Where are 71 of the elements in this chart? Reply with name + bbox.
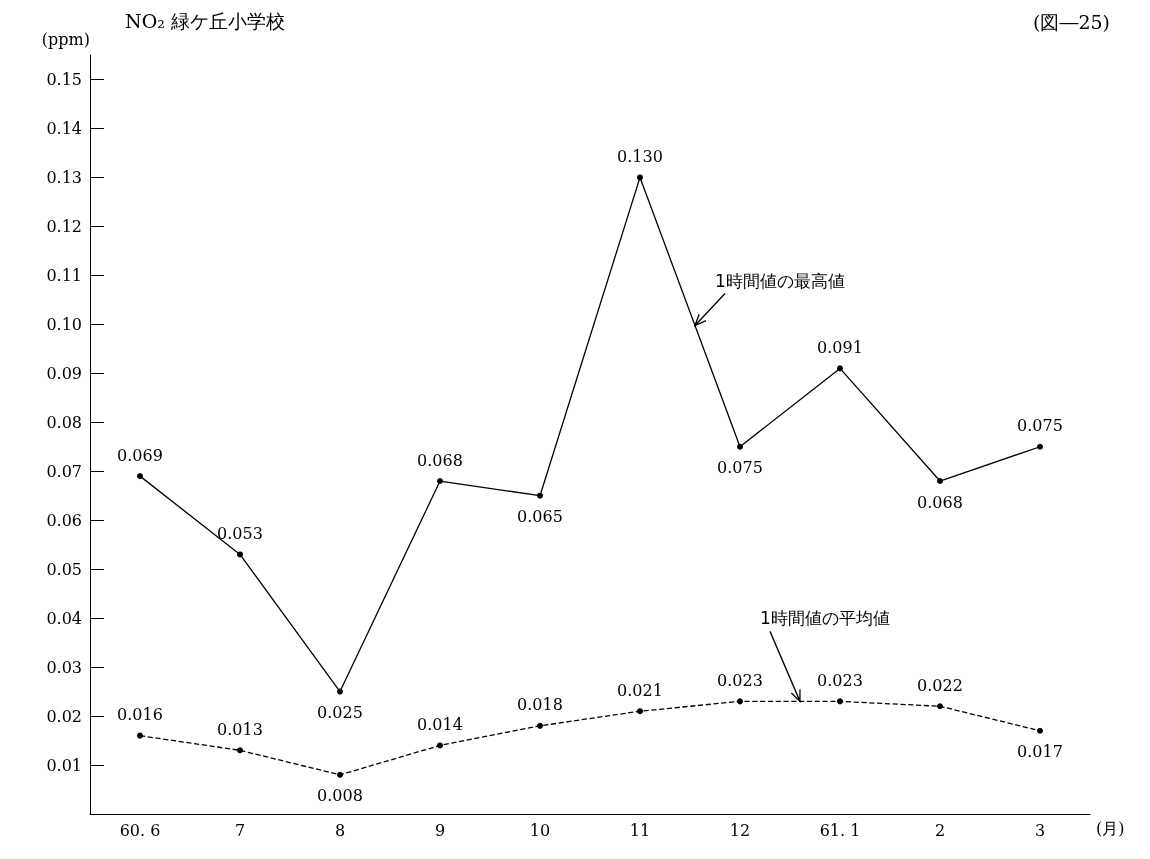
y-tick-label: 0.06 bbox=[46, 510, 82, 530]
y-tick-label: 0.15 bbox=[46, 69, 82, 89]
data-label: 0.075 bbox=[717, 458, 763, 478]
data-label: 0.017 bbox=[1017, 742, 1063, 762]
point bbox=[337, 771, 343, 778]
y-tick-label: 0.11 bbox=[46, 265, 82, 285]
series-label: 1時間値の最高値 bbox=[715, 269, 845, 293]
data-label: 0.068 bbox=[417, 450, 463, 470]
y-axis-title: (ppm) bbox=[41, 29, 90, 49]
point bbox=[937, 703, 943, 710]
point bbox=[137, 473, 143, 480]
y-tick-label: 0.09 bbox=[46, 363, 82, 383]
x-tick-label: 9 bbox=[434, 820, 446, 840]
point bbox=[937, 478, 943, 485]
point bbox=[537, 492, 543, 499]
x-tick-label: 11 bbox=[629, 820, 651, 840]
x-axis-title: (月) bbox=[1096, 818, 1125, 838]
point bbox=[237, 747, 243, 754]
point bbox=[537, 722, 543, 729]
x-tick-label: 61. 1 bbox=[819, 820, 861, 840]
point bbox=[437, 742, 443, 749]
data-label: 0.053 bbox=[217, 523, 263, 543]
x-tick-label: 10 bbox=[529, 820, 551, 840]
point bbox=[837, 365, 843, 372]
data-label: 0.130 bbox=[617, 146, 663, 166]
x-tick-label: 8 bbox=[334, 820, 346, 840]
data-label: 0.013 bbox=[217, 719, 263, 739]
y-tick-label: 0.05 bbox=[46, 559, 82, 579]
y-tick-label: 0.03 bbox=[46, 657, 82, 677]
data-label: 0.075 bbox=[1017, 416, 1063, 436]
data-label: 0.014 bbox=[417, 714, 463, 734]
y-tick-label: 0.13 bbox=[46, 167, 82, 187]
point bbox=[1037, 443, 1043, 450]
data-label: 0.016 bbox=[117, 705, 163, 725]
y-tick-label: 0.02 bbox=[46, 706, 82, 726]
data-label: 0.069 bbox=[117, 445, 163, 465]
text: 1時間値の平均値 bbox=[760, 607, 890, 631]
data-label: 0.065 bbox=[517, 507, 563, 527]
x-tick-label: 2 bbox=[934, 820, 946, 840]
y-tick-label: 0.12 bbox=[46, 216, 82, 236]
data-label: 0.018 bbox=[517, 695, 563, 715]
point bbox=[637, 174, 643, 181]
data-label: 0.068 bbox=[917, 492, 963, 512]
point bbox=[837, 698, 843, 705]
x-tick-label: 7 bbox=[234, 820, 246, 840]
point bbox=[237, 551, 243, 558]
y-tick-label: 0.01 bbox=[46, 755, 82, 775]
point bbox=[337, 688, 343, 695]
data-label: 0.025 bbox=[317, 703, 363, 723]
chart-title: NO₂ 緑ケ丘小学校 bbox=[125, 9, 285, 32]
y-tick-label: 0.08 bbox=[46, 412, 82, 432]
x-tick-label: 12 bbox=[729, 820, 751, 840]
y-tick-label: 0.04 bbox=[46, 608, 82, 628]
data-label: 0.023 bbox=[817, 670, 863, 690]
text: (図―25) bbox=[1032, 10, 1110, 35]
y-tick-label: 0.10 bbox=[46, 314, 82, 334]
point bbox=[437, 478, 443, 485]
data-label: 0.091 bbox=[817, 337, 863, 357]
y-tick-label: 0.14 bbox=[46, 118, 82, 138]
data-label: 0.021 bbox=[617, 680, 663, 700]
point bbox=[737, 698, 743, 705]
data-label: 0.008 bbox=[317, 786, 363, 806]
point bbox=[637, 708, 643, 715]
x-tick-label: 3 bbox=[1034, 820, 1046, 840]
y-tick-label: 0.07 bbox=[46, 461, 82, 481]
point bbox=[1037, 727, 1043, 734]
point bbox=[137, 732, 143, 739]
data-label: 0.022 bbox=[917, 675, 963, 695]
x-tick-label: 60. 6 bbox=[119, 820, 161, 840]
point bbox=[737, 443, 743, 450]
data-label: 0.023 bbox=[717, 670, 763, 690]
